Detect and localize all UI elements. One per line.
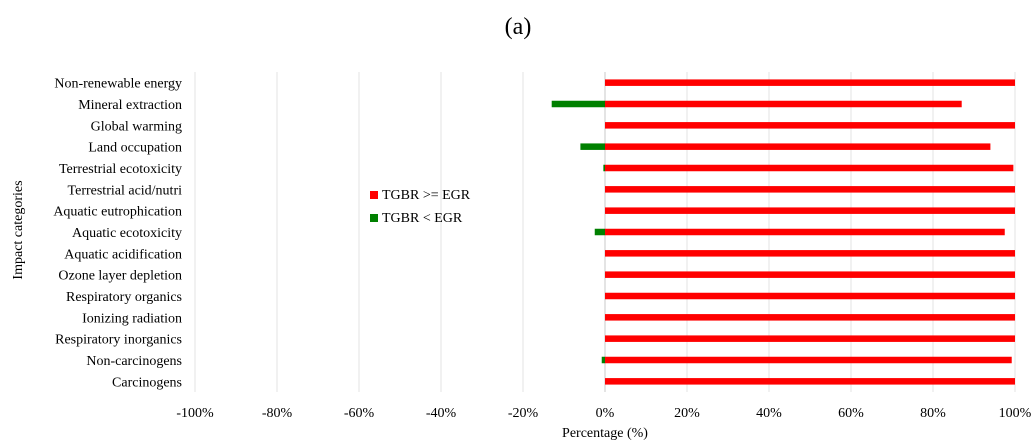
x-tick-label: 40% <box>756 406 782 421</box>
category-labels: Non-renewable energy Mineral extraction Gl… <box>53 77 182 391</box>
x-tick-label: 0% <box>596 406 615 421</box>
category-label: Respiratory organics <box>66 290 182 305</box>
bar <box>551 100 605 108</box>
x-tick-label: 100% <box>999 406 1032 421</box>
category-label: Land occupation <box>88 141 182 156</box>
bar <box>580 143 605 150</box>
bar <box>605 207 1015 214</box>
category-label: Ozone layer depletion <box>58 269 182 284</box>
bar <box>605 314 1015 321</box>
x-tick-label: -60% <box>344 406 375 421</box>
category-label: Aquatic eutrophication <box>53 205 182 220</box>
category-label: Mineral extraction <box>78 98 182 113</box>
x-tick-label: -20% <box>508 406 539 421</box>
category-label: Terrestrial acid/nutri <box>68 183 183 198</box>
y-axis-label: Impact categories <box>11 180 26 279</box>
bar <box>605 292 1015 300</box>
bar <box>605 271 1015 278</box>
x-tick-labels: -100% -80% -60% -40% -20% 0% 20% 40% 60% 80% 100% <box>176 406 1031 421</box>
bar <box>605 250 1015 257</box>
x-tick-label: 20% <box>674 406 700 421</box>
x-tick-label: -80% <box>262 406 293 421</box>
x-tick-label: 60% <box>838 406 864 421</box>
bar <box>601 356 605 364</box>
bar <box>605 122 1015 129</box>
bar <box>605 186 1015 193</box>
category-label: Non-renewable energy <box>54 77 182 92</box>
bar <box>605 335 1015 342</box>
category-label: Aquatic ecotoxicity <box>72 226 182 241</box>
x-tick-label: -40% <box>426 406 457 421</box>
legend-swatch <box>370 191 378 199</box>
figure-label: (a) <box>505 14 532 40</box>
category-label: Ionizing radiation <box>82 311 182 326</box>
bar <box>605 143 991 150</box>
bars <box>551 79 1015 385</box>
category-label: Respiratory inorganics <box>55 333 182 348</box>
bar <box>605 228 1005 236</box>
legend-label: TGBR < EGR <box>382 211 463 226</box>
category-label: Non-carcinogens <box>86 354 182 369</box>
category-label: Carcinogens <box>112 375 182 390</box>
legend: TGBR >= EGR TGBR < EGR <box>370 188 471 226</box>
x-axis-label: Percentage (%) <box>562 426 648 441</box>
category-label: Aquatic acidification <box>64 247 182 262</box>
bar <box>605 356 1012 364</box>
bar <box>605 164 1014 172</box>
bar <box>594 228 605 236</box>
category-label: Global warming <box>91 119 182 134</box>
x-tick-label: 80% <box>920 406 946 421</box>
bar <box>605 79 1015 86</box>
bar <box>605 100 962 108</box>
x-tick-label: -100% <box>176 406 214 421</box>
bar <box>605 378 1015 385</box>
legend-swatch <box>370 214 378 222</box>
legend-label: TGBR >= EGR <box>382 188 471 203</box>
category-label: Terrestrial ecotoxicity <box>59 162 182 177</box>
bar <box>603 164 605 172</box>
